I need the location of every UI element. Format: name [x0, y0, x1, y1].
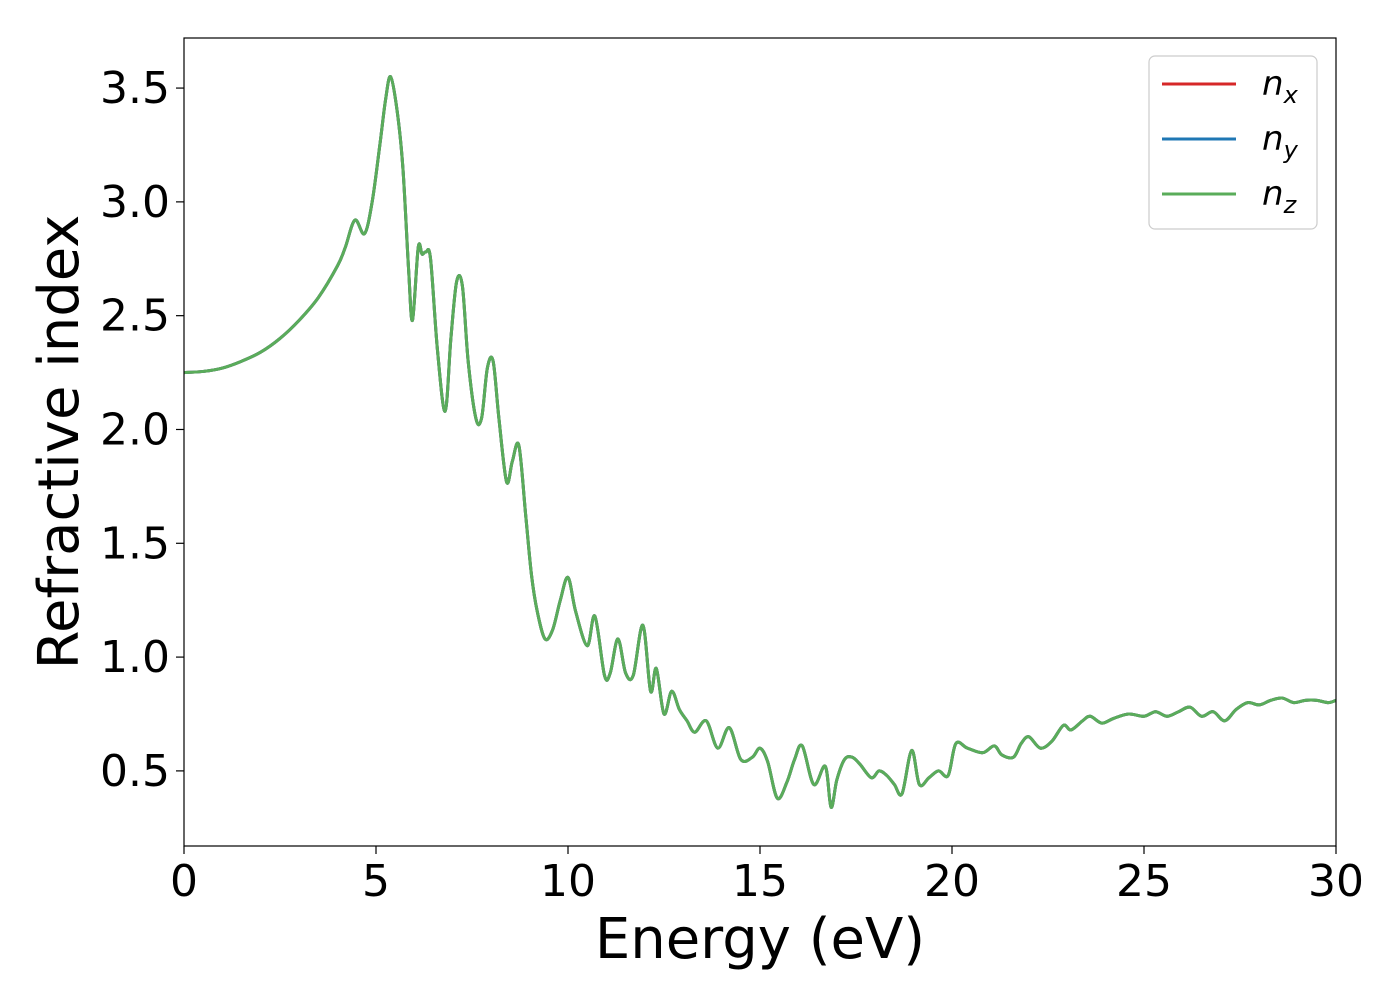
y-tick-label: 1.0	[100, 632, 170, 683]
legend-label-subscript: z	[1283, 191, 1298, 219]
x-tick-label: 20	[924, 856, 980, 907]
x-tick-label: 10	[540, 856, 596, 907]
x-tick-label: 25	[1116, 856, 1172, 907]
y-axis: 0.5 1.0 1.5 2.0 2.5 3.0 3.5	[100, 63, 184, 797]
y-tick-label: 2.0	[100, 404, 170, 455]
x-tick-label: 0	[170, 856, 198, 907]
legend-label-subscript: x	[1283, 81, 1299, 109]
legend-label: nz	[1262, 174, 1298, 219]
series-line-nz	[184, 75, 1336, 809]
legend-label: nx	[1262, 64, 1299, 109]
legend-label-base: n	[1262, 119, 1284, 159]
legend-label: ny	[1262, 119, 1299, 164]
y-tick-label: 2.5	[100, 291, 170, 342]
y-axis-title: Refractive index	[27, 215, 92, 670]
y-tick-label: 1.5	[100, 518, 170, 569]
y-tick-label: 3.5	[100, 63, 170, 114]
legend-label-base: n	[1262, 174, 1284, 214]
legend-label-subscript: y	[1283, 136, 1299, 164]
x-tick-label: 5	[362, 856, 390, 907]
y-tick-label: 3.0	[100, 177, 170, 228]
x-axis: 0 5 10 15 20 25 30	[170, 846, 1364, 907]
legend-box	[1148, 55, 1318, 230]
x-tick-label: 15	[732, 856, 788, 907]
x-tick-label: 30	[1308, 856, 1364, 907]
x-axis-title: Energy (eV)	[595, 907, 925, 972]
legend-label-base: n	[1262, 64, 1284, 104]
y-tick-label: 0.5	[100, 746, 170, 797]
series-layer	[184, 75, 1336, 809]
